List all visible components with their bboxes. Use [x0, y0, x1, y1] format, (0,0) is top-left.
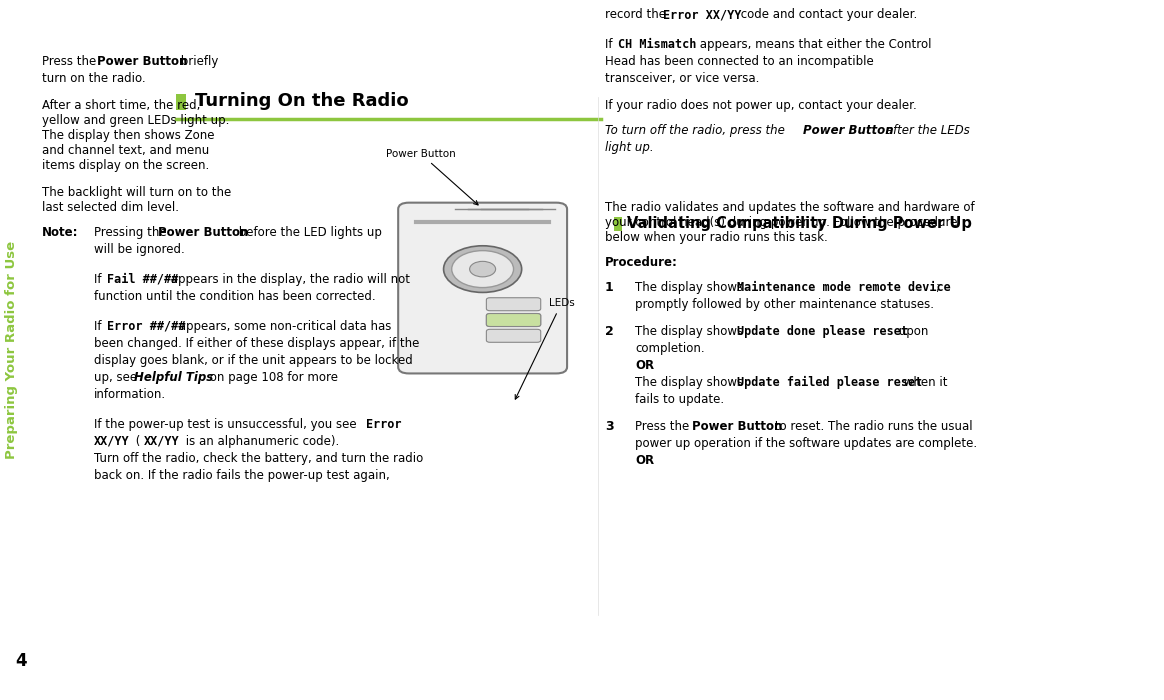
- Text: Power Button: Power Button: [693, 420, 782, 433]
- Text: Head has been connected to an incompatible: Head has been connected to an incompatib…: [605, 55, 874, 68]
- Text: Pressing the: Pressing the: [94, 226, 170, 239]
- Text: briefly: briefly: [177, 55, 219, 68]
- Text: on page 108 for more: on page 108 for more: [206, 371, 338, 384]
- FancyBboxPatch shape: [487, 298, 541, 311]
- Text: after the LEDs: after the LEDs: [882, 124, 970, 137]
- Text: back on. If the radio fails the power-up test again,: back on. If the radio fails the power-up…: [94, 469, 390, 482]
- Text: power up operation if the software updates are complete.: power up operation if the software updat…: [636, 437, 977, 450]
- Text: (: (: [132, 435, 141, 448]
- Text: appears, means that either the Control: appears, means that either the Control: [696, 38, 931, 51]
- Text: turn on the radio.: turn on the radio.: [42, 72, 146, 85]
- Text: ;: ;: [935, 281, 939, 294]
- Text: Power Button: Power Button: [385, 148, 478, 205]
- Circle shape: [469, 261, 496, 277]
- Text: information.: information.: [94, 388, 166, 401]
- Text: when it: when it: [900, 376, 947, 389]
- Text: Helpful Tips: Helpful Tips: [134, 371, 213, 384]
- Text: The radio validates and updates the software and hardware of
your control head(s: The radio validates and updates the soft…: [605, 201, 974, 244]
- Text: will be ignored.: will be ignored.: [94, 243, 185, 256]
- Text: completion.: completion.: [636, 342, 704, 355]
- Text: Error XX/YY: Error XX/YY: [663, 8, 741, 21]
- Text: The backlight will turn on to the
last selected dim level.: The backlight will turn on to the last s…: [42, 186, 232, 214]
- Text: before the LED lights up: before the LED lights up: [235, 226, 382, 239]
- FancyBboxPatch shape: [615, 217, 623, 231]
- Text: appears, some non-critical data has: appears, some non-critical data has: [175, 320, 391, 333]
- Text: 4: 4: [15, 652, 27, 671]
- Text: XX/YY: XX/YY: [94, 435, 129, 448]
- Text: is an alphanumeric code).: is an alphanumeric code).: [182, 435, 339, 448]
- Circle shape: [452, 251, 513, 288]
- Text: fails to update.: fails to update.: [636, 393, 724, 406]
- Text: Maintenance mode remote device: Maintenance mode remote device: [737, 281, 951, 294]
- Text: 3: 3: [605, 420, 613, 433]
- Text: display goes blank, or if the unit appears to be locked: display goes blank, or if the unit appea…: [94, 354, 413, 367]
- FancyBboxPatch shape: [176, 94, 186, 110]
- Text: OR: OR: [636, 359, 654, 372]
- Text: record the: record the: [605, 8, 669, 21]
- Text: Power Button: Power Button: [97, 55, 187, 68]
- Text: been changed. If either of these displays appear, if the: been changed. If either of these display…: [94, 337, 419, 350]
- Text: If: If: [605, 38, 616, 51]
- FancyBboxPatch shape: [487, 314, 541, 326]
- Text: Power Button: Power Button: [803, 124, 894, 137]
- Text: Fail ##/##: Fail ##/##: [107, 273, 178, 286]
- Text: After a short time, the red,
yellow and green LEDs light up.
The display then sh: After a short time, the red, yellow and …: [42, 99, 229, 172]
- Text: function until the condition has been corrected.: function until the condition has been co…: [94, 290, 376, 303]
- Text: Error: Error: [365, 418, 402, 431]
- Text: The display shows: The display shows: [636, 376, 747, 389]
- Text: upon: upon: [895, 325, 929, 338]
- Text: The display shows: The display shows: [636, 281, 747, 294]
- Text: light up.: light up.: [605, 141, 654, 154]
- Text: Preparing Your Radio for Use: Preparing Your Radio for Use: [5, 241, 19, 459]
- Text: code and contact your dealer.: code and contact your dealer.: [737, 8, 917, 21]
- Text: CH Mismatch: CH Mismatch: [618, 38, 696, 51]
- Text: Press the: Press the: [42, 55, 100, 68]
- FancyBboxPatch shape: [487, 329, 541, 342]
- FancyBboxPatch shape: [398, 203, 567, 373]
- Text: promptly followed by other maintenance statuses.: promptly followed by other maintenance s…: [636, 298, 934, 311]
- Circle shape: [443, 246, 521, 293]
- Text: The display shows: The display shows: [636, 325, 747, 338]
- Text: OR: OR: [636, 454, 654, 467]
- FancyBboxPatch shape: [487, 314, 541, 326]
- Text: Power Button: Power Button: [158, 226, 248, 239]
- Text: Error ##/##: Error ##/##: [107, 320, 185, 333]
- Text: LEDs: LEDs: [516, 298, 574, 399]
- Text: to reset. The radio runs the usual: to reset. The radio runs the usual: [771, 420, 973, 433]
- Text: Validating Compatibility During Power Up: Validating Compatibility During Power Up: [627, 216, 972, 231]
- Text: Turning On the Radio: Turning On the Radio: [196, 92, 409, 110]
- Text: If the power-up test is unsuccessful, you see: If the power-up test is unsuccessful, yo…: [94, 418, 361, 431]
- Text: up, see: up, see: [94, 371, 141, 384]
- Text: If: If: [94, 320, 105, 333]
- Text: appears in the display, the radio will not: appears in the display, the radio will n…: [166, 273, 410, 286]
- Text: Procedure:: Procedure:: [605, 256, 677, 269]
- Text: XX/YY: XX/YY: [144, 435, 179, 448]
- Text: To turn off the radio, press the: To turn off the radio, press the: [605, 124, 789, 137]
- Text: Update failed please reset: Update failed please reset: [737, 376, 922, 389]
- Text: If: If: [94, 273, 105, 286]
- Text: 2: 2: [605, 325, 613, 338]
- Text: transceiver, or vice versa.: transceiver, or vice versa.: [605, 72, 759, 85]
- Text: Turn off the radio, check the battery, and turn the radio: Turn off the radio, check the battery, a…: [94, 452, 424, 465]
- Text: Note:: Note:: [42, 226, 78, 239]
- Text: 1: 1: [605, 281, 613, 294]
- Text: Press the: Press the: [636, 420, 693, 433]
- Text: Update done please reset: Update done please reset: [737, 325, 908, 338]
- Text: If your radio does not power up, contact your dealer.: If your radio does not power up, contact…: [605, 99, 917, 112]
